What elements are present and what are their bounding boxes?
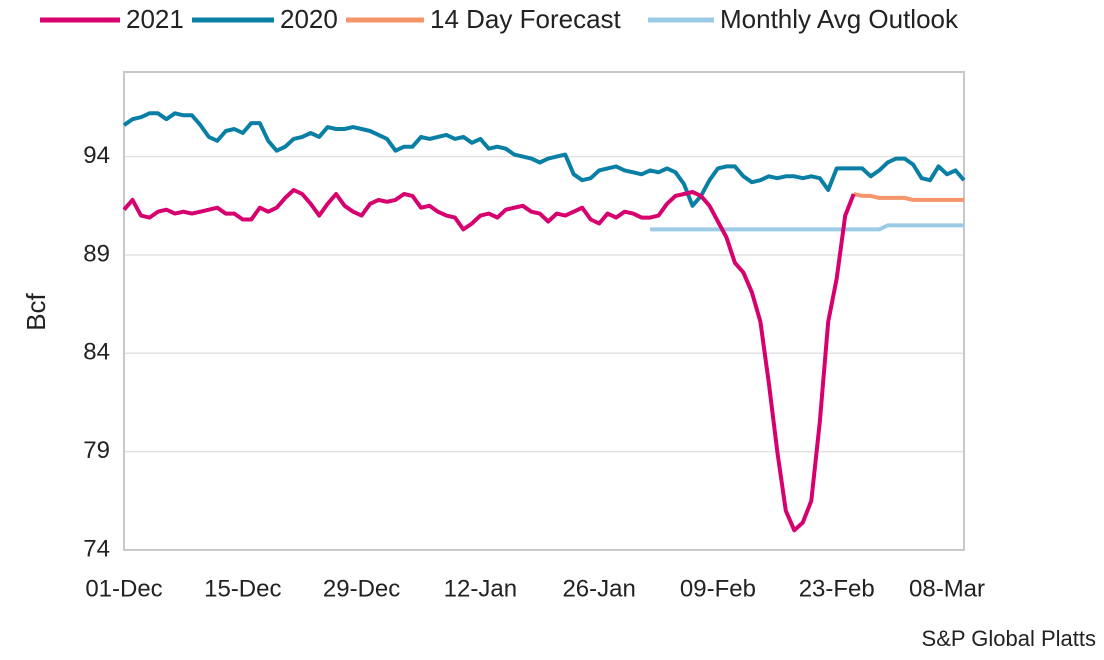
series-line xyxy=(122,111,966,208)
x-tick-label: 08-Mar xyxy=(909,575,985,602)
y-tick-label: 74 xyxy=(83,535,110,562)
y-tick-label: 84 xyxy=(83,339,110,366)
y-tick-label: 89 xyxy=(83,240,110,267)
x-tick-label: 15-Dec xyxy=(204,575,281,602)
series-line xyxy=(122,188,856,533)
x-tick-label: 23-Feb xyxy=(799,575,875,602)
legend-label: 2021 xyxy=(126,4,184,34)
x-tick-label: 26-Jan xyxy=(562,575,635,602)
series-line xyxy=(853,192,964,202)
x-tick-label: 29-Dec xyxy=(323,575,400,602)
plot-border xyxy=(123,71,965,551)
series-line xyxy=(650,223,964,232)
y-tick-label: 79 xyxy=(83,437,110,464)
x-tick-label: 12-Jan xyxy=(444,575,517,602)
y-axis-label: Bcf xyxy=(21,292,51,330)
y-tick-label: 94 xyxy=(83,142,110,169)
x-tick-label: 09-Feb xyxy=(680,575,756,602)
source: S&P Global Platts xyxy=(922,626,1096,651)
legend-label: Monthly Avg Outlook xyxy=(720,4,959,34)
x-tick-label: 01-Dec xyxy=(85,575,162,602)
legend-label: 14 Day Forecast xyxy=(430,4,622,34)
legend-label: 2020 xyxy=(280,4,338,34)
